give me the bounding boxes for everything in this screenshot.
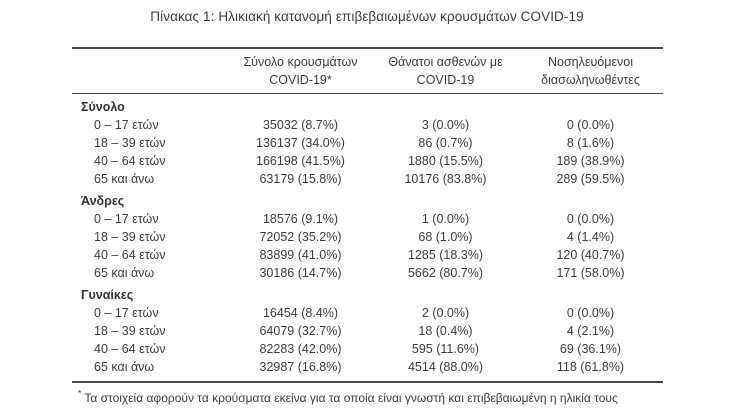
cases-value: 35032 (8.7%) bbox=[262, 118, 339, 132]
footnote-text: Τα στοιχεία αφορούν τα κρούσματα εκείνα … bbox=[84, 391, 618, 405]
intubated-value: 69 (36.1%) bbox=[559, 342, 622, 356]
intubated-value: 189 (38.9%) bbox=[556, 154, 625, 168]
table-row: 18 – 39 ετών 72052 (35.2%) 68 (1.0%) 4 (… bbox=[72, 228, 663, 246]
table-row: 0 – 17 ετών 35032 (8.7%) 3 (0.0%) 0 (0.0… bbox=[72, 116, 663, 134]
section-label: Άνδρες bbox=[81, 194, 125, 208]
table-row: 65 και άνω 63179 (15.8%) 10176 (83.8%) 2… bbox=[72, 170, 663, 188]
column-header-line: COVID-19* bbox=[269, 73, 332, 87]
age-group-label: 40 – 64 ετών bbox=[94, 248, 166, 262]
deaths-value: 68 (1.0%) bbox=[418, 230, 473, 244]
table-row: 0 – 17 ετών 18576 (9.1%) 1 (0.0%) 0 (0.0… bbox=[72, 210, 663, 228]
table-row: 40 – 64 ετών 82283 (42.0%) 595 (11.6%) 6… bbox=[72, 340, 663, 358]
age-group-label: 18 – 39 ετών bbox=[94, 136, 166, 150]
deaths-value: 1285 (18.3%) bbox=[407, 248, 484, 262]
deaths-value: 18 (0.4%) bbox=[418, 324, 473, 338]
cases-value: 82283 (42.0%) bbox=[259, 342, 342, 356]
column-header-line: Σύνολο κρουσμάτων bbox=[243, 55, 358, 69]
table-body: Σύνολο 0 – 17 ετών 35032 (8.7%) 3 (0.0%)… bbox=[72, 94, 663, 381]
column-header-line: Νοσηλευόμενοι bbox=[547, 55, 633, 69]
table-row: 0 – 17 ετών 16454 (8.4%) 2 (0.0%) 0 (0.0… bbox=[72, 304, 663, 322]
covid-age-distribution-table: Σύνολο κρουσμάτων COVID-19* Θάνατοι ασθε… bbox=[72, 47, 663, 383]
age-group-label: 40 – 64 ετών bbox=[94, 154, 166, 168]
section-header-men: Άνδρες bbox=[72, 192, 663, 210]
intubated-value: 0 (0.0%) bbox=[566, 306, 615, 320]
intubated-value: 0 (0.0%) bbox=[566, 212, 615, 226]
intubated-value: 4 (1.4%) bbox=[566, 230, 615, 244]
column-header-intubated: Νοσηλευόμενοι διασωληνωθέντες bbox=[518, 53, 663, 89]
cases-value: 136137 (34.0%) bbox=[256, 136, 345, 150]
column-header-deaths: Θάνατοι ασθενών με COVID-19 bbox=[373, 53, 518, 89]
table-row: 18 – 39 ετών 64079 (32.7%) 18 (0.4%) 4 (… bbox=[72, 322, 663, 340]
table-row: 65 και άνω 32987 (16.8%) 4514 (88.0%) 11… bbox=[72, 358, 663, 376]
deaths-value: 1880 (15.5%) bbox=[407, 154, 484, 168]
section-label: Σύνολο bbox=[81, 100, 125, 114]
table-header-row: Σύνολο κρουσμάτων COVID-19* Θάνατοι ασθε… bbox=[72, 49, 663, 94]
column-header-line: Θάνατοι ασθενών με bbox=[388, 55, 503, 69]
deaths-value: 595 (11.6%) bbox=[411, 342, 480, 356]
deaths-value: 86 (0.7%) bbox=[418, 136, 473, 150]
cases-value: 83899 (41.0%) bbox=[259, 248, 342, 262]
deaths-value: 5662 (80.7%) bbox=[407, 266, 484, 280]
cases-value: 63179 (15.8%) bbox=[259, 172, 342, 186]
deaths-value: 1 (0.0%) bbox=[421, 212, 470, 226]
age-group-label: 65 και άνω bbox=[94, 266, 155, 280]
intubated-value: 118 (61.8%) bbox=[556, 360, 625, 374]
column-header-total-cases: Σύνολο κρουσμάτων COVID-19* bbox=[228, 53, 373, 89]
age-group-label: 0 – 17 ετών bbox=[94, 212, 159, 226]
cases-value: 30186 (14.7%) bbox=[259, 266, 342, 280]
table-row: 40 – 64 ετών 166198 (41.5%) 1880 (15.5%)… bbox=[72, 152, 663, 170]
deaths-value: 10176 (83.8%) bbox=[404, 172, 487, 186]
cases-value: 72052 (35.2%) bbox=[259, 230, 342, 244]
footnote-asterisk: * bbox=[78, 388, 82, 398]
intubated-value: 120 (40.7%) bbox=[556, 248, 625, 262]
deaths-value: 2 (0.0%) bbox=[421, 306, 470, 320]
intubated-value: 8 (1.6%) bbox=[566, 136, 615, 150]
cases-value: 18576 (9.1%) bbox=[262, 212, 339, 226]
table-footnote: * Τα στοιχεία αφορούν τα κρούσματα εκείνα… bbox=[78, 388, 618, 405]
column-header-line: COVID-19 bbox=[416, 73, 475, 87]
deaths-value: 3 (0.0%) bbox=[421, 118, 470, 132]
cases-value: 32987 (16.8%) bbox=[259, 360, 342, 374]
age-group-label: 18 – 39 ετών bbox=[94, 230, 166, 244]
cases-value: 64079 (32.7%) bbox=[259, 324, 342, 338]
intubated-value: 0 (0.0%) bbox=[566, 118, 615, 132]
intubated-value: 289 (59.5%) bbox=[556, 172, 625, 186]
deaths-value: 4514 (88.0%) bbox=[407, 360, 484, 374]
table-row: 18 – 39 ετών 136137 (34.0%) 86 (0.7%) 8 … bbox=[72, 134, 663, 152]
age-group-label: 0 – 17 ετών bbox=[94, 118, 159, 132]
intubated-value: 171 (58.0%) bbox=[556, 266, 625, 280]
section-header-total: Σύνολο bbox=[72, 98, 663, 116]
cases-value: 166198 (41.5%) bbox=[256, 154, 345, 168]
age-group-label: 0 – 17 ετών bbox=[94, 306, 159, 320]
age-group-label: 65 και άνω bbox=[94, 360, 155, 374]
table-title: Πίνακας 1: Ηλικιακή κατανομή επιβεβαιωμέ… bbox=[150, 9, 584, 24]
table-row: 65 και άνω 30186 (14.7%) 5662 (80.7%) 17… bbox=[72, 264, 663, 282]
age-group-label: 40 – 64 ετών bbox=[94, 342, 166, 356]
section-label: Γυναίκες bbox=[81, 288, 134, 302]
age-group-label: 65 και άνω bbox=[94, 172, 155, 186]
age-group-label: 18 – 39 ετών bbox=[94, 324, 166, 338]
column-header-line: διασωληνωθέντες bbox=[541, 73, 640, 87]
section-header-women: Γυναίκες bbox=[72, 286, 663, 304]
table-row: 40 – 64 ετών 83899 (41.0%) 1285 (18.3%) … bbox=[72, 246, 663, 264]
intubated-value: 4 (2.1%) bbox=[566, 324, 615, 338]
cases-value: 16454 (8.4%) bbox=[262, 306, 339, 320]
